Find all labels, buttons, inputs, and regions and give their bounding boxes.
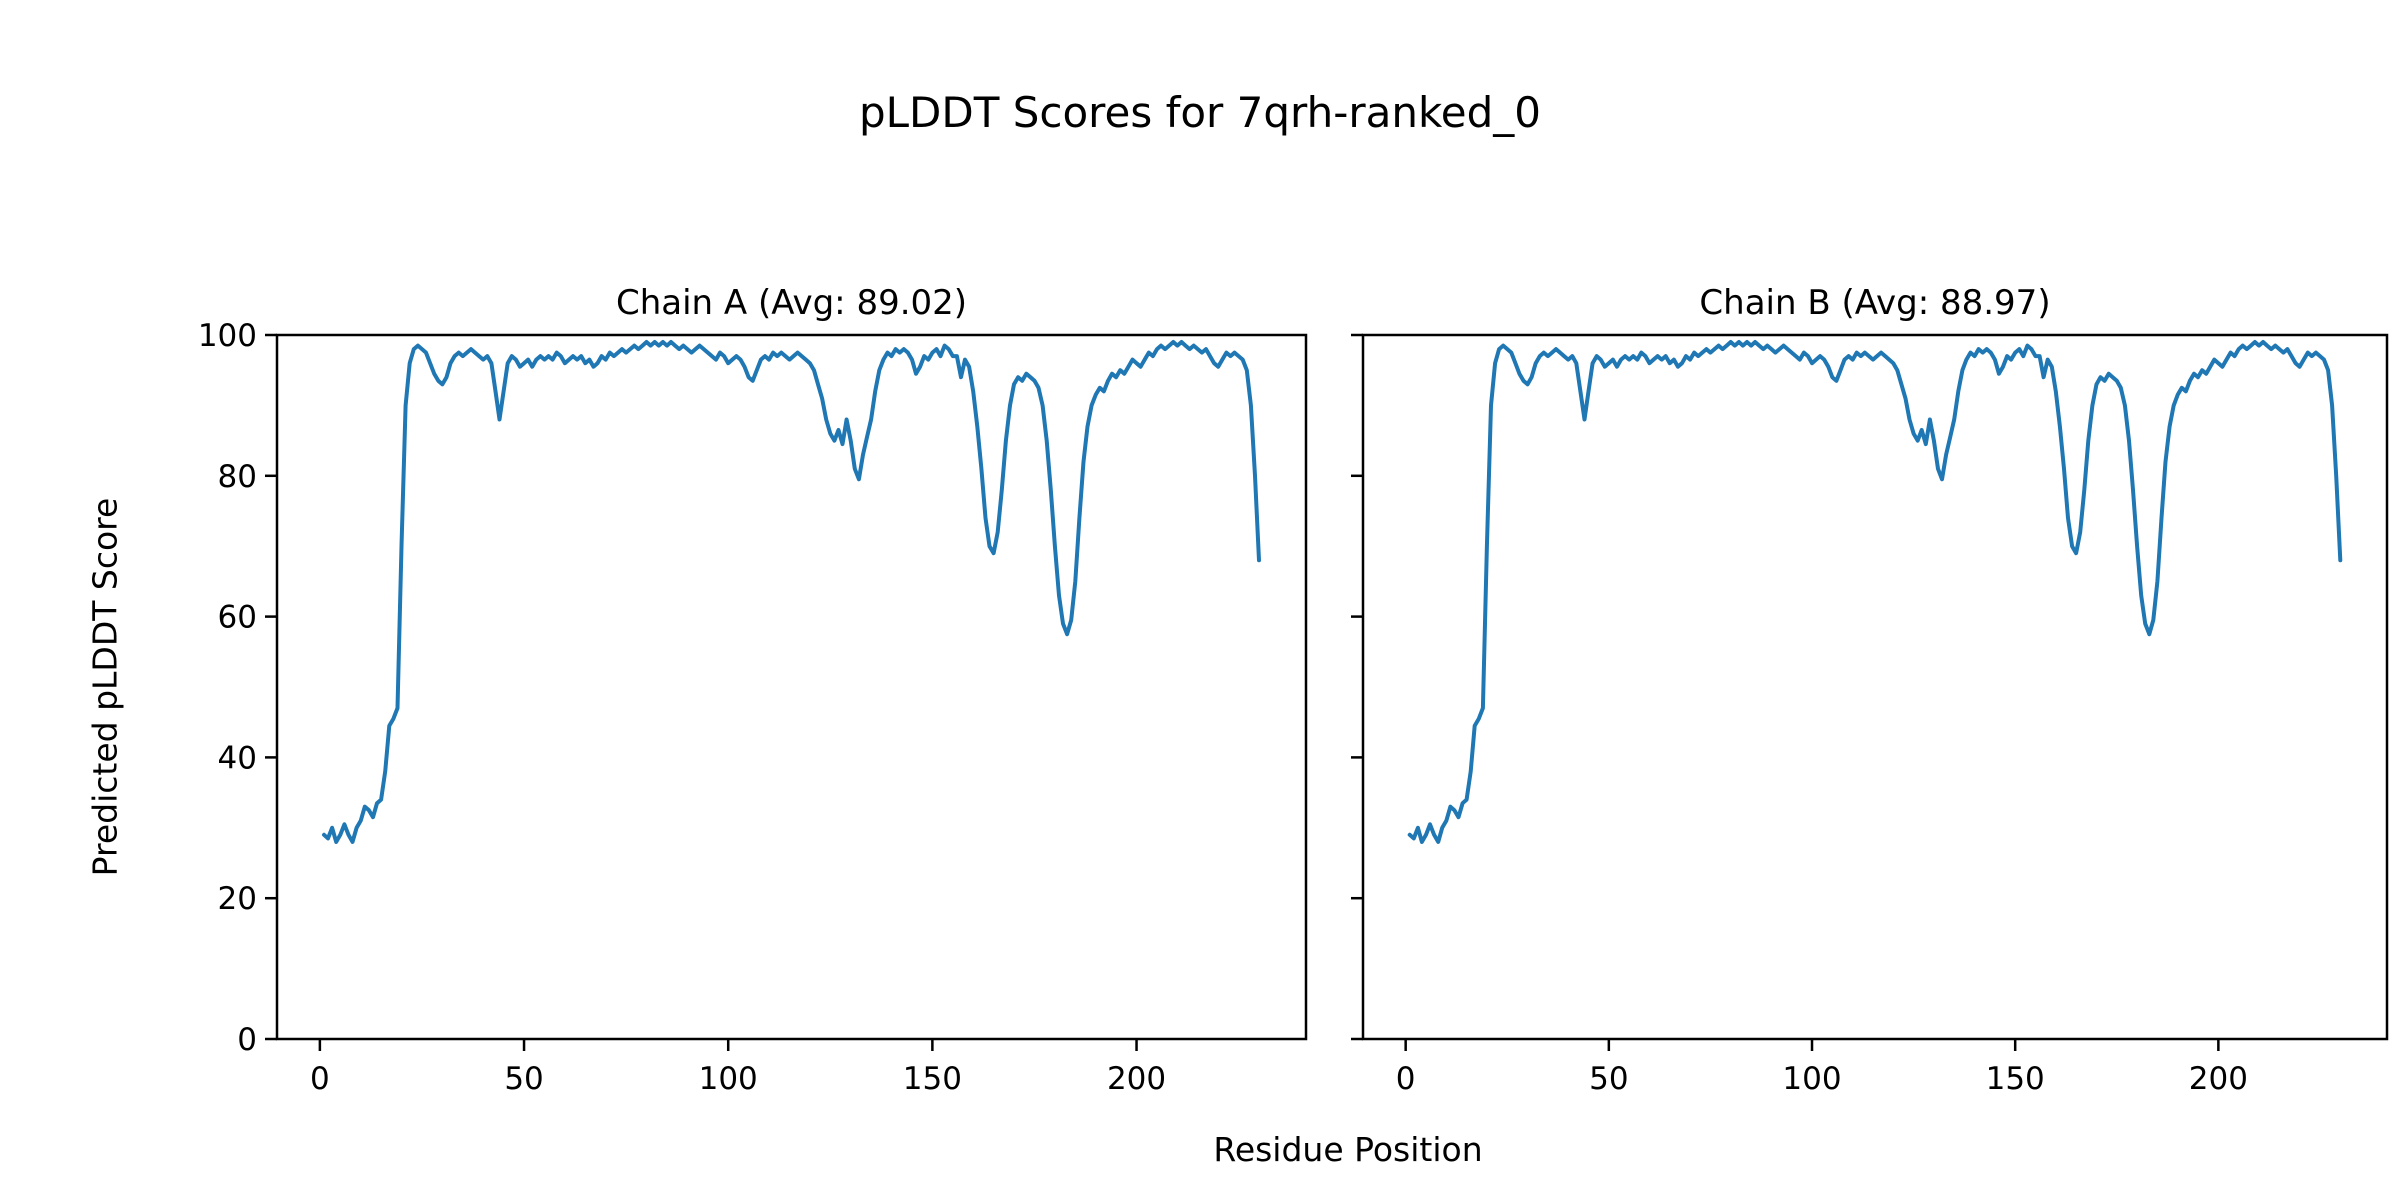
x-tick-label: 200 xyxy=(2189,1061,2248,1097)
plot-a: 0 50 100 150 200 0 20 40 60 80 100 xyxy=(198,318,1308,1097)
x-tick-label: 150 xyxy=(1986,1061,2045,1097)
chain-b-title: Chain B (Avg: 88.97) xyxy=(1699,283,2051,323)
axes-frame xyxy=(1361,333,2389,1041)
figure-title: pLDDT Scores for 7qrh-ranked_0 xyxy=(858,88,1542,137)
plddt-line xyxy=(1407,340,2343,844)
y-axis-label: Predicted pLDDT Score xyxy=(85,497,125,877)
y-tick-label: 0 xyxy=(237,1022,257,1058)
x-tick-label: 0 xyxy=(310,1061,330,1097)
x-tick-label: 50 xyxy=(504,1061,543,1097)
x-tick-label: 100 xyxy=(699,1061,758,1097)
x-tick-label: 200 xyxy=(1107,1061,1166,1097)
plddt-line xyxy=(322,340,1261,844)
y-tick-label: 20 xyxy=(218,881,257,917)
y-tick-label: 80 xyxy=(218,459,257,495)
y-tick-label: 40 xyxy=(218,740,257,776)
x-tick-label: 100 xyxy=(1782,1061,1841,1097)
axes-frame xyxy=(275,333,1308,1041)
x-tick-label: 150 xyxy=(903,1061,962,1097)
y-tick-label: 60 xyxy=(218,600,257,636)
plot-b: 0 50 100 150 200 xyxy=(1351,333,2389,1097)
chain-a-title: Chain A (Avg: 89.02) xyxy=(615,283,968,323)
x-tick-label: 0 xyxy=(1396,1061,1416,1097)
x-axis-label: Residue Position xyxy=(1213,1130,1483,1169)
x-tick-label: 50 xyxy=(1589,1061,1628,1097)
y-tick-label: 100 xyxy=(198,318,257,354)
